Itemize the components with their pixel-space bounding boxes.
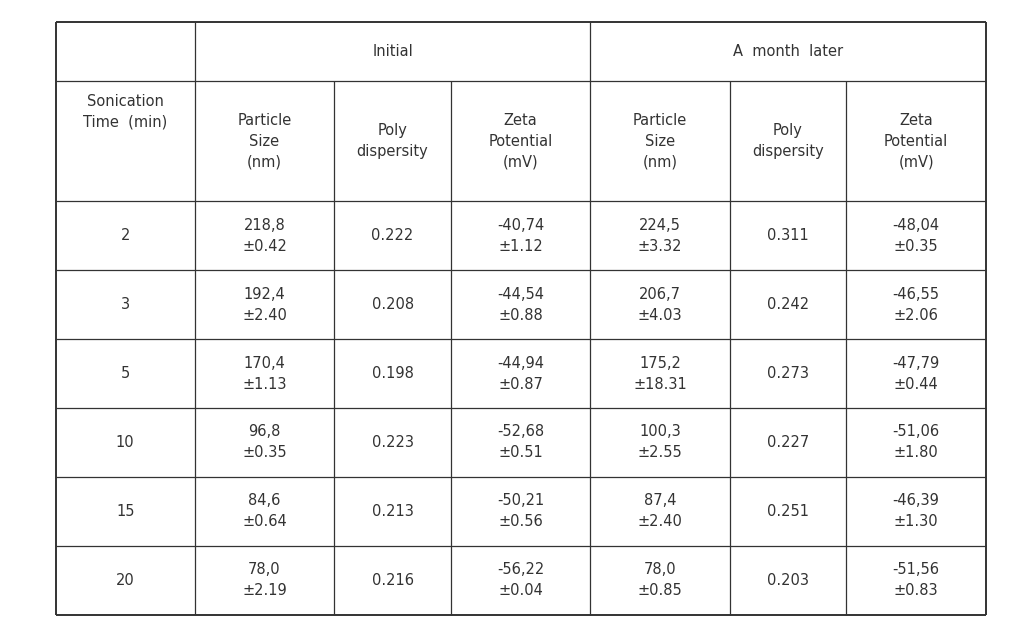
Text: Poly
dispersity: Poly dispersity xyxy=(752,123,824,159)
Text: 0.223: 0.223 xyxy=(372,435,413,450)
Text: A  month  later: A month later xyxy=(733,44,843,59)
Text: 0.216: 0.216 xyxy=(372,573,413,588)
Text: 0.213: 0.213 xyxy=(372,504,413,519)
Text: 10: 10 xyxy=(116,435,134,450)
Text: -46,55
±2.06: -46,55 ±2.06 xyxy=(893,287,939,323)
Text: 0.222: 0.222 xyxy=(371,228,413,243)
Text: Zeta
Potential
(mV): Zeta Potential (mV) xyxy=(488,113,553,169)
Text: -44,94
±0.87: -44,94 ±0.87 xyxy=(497,355,544,392)
Text: 5: 5 xyxy=(120,366,129,381)
Text: 84,6
±0.64: 84,6 ±0.64 xyxy=(242,494,287,529)
Text: Poly
dispersity: Poly dispersity xyxy=(357,123,429,159)
Text: Particle
Size
(nm): Particle Size (nm) xyxy=(633,113,687,169)
Text: Initial: Initial xyxy=(372,44,412,59)
Text: -56,22
±0.04: -56,22 ±0.04 xyxy=(497,562,544,598)
Text: -52,68
±0.51: -52,68 ±0.51 xyxy=(497,424,544,461)
Text: -46,39
±1.30: -46,39 ±1.30 xyxy=(893,494,939,529)
Text: 192,4
±2.40: 192,4 ±2.40 xyxy=(242,287,287,323)
Text: 0.311: 0.311 xyxy=(767,228,809,243)
Text: 218,8
±0.42: 218,8 ±0.42 xyxy=(242,218,287,254)
Text: 78,0
±2.19: 78,0 ±2.19 xyxy=(242,562,287,598)
Text: -47,79
±0.44: -47,79 ±0.44 xyxy=(893,355,940,392)
Text: -51,06
±1.80: -51,06 ±1.80 xyxy=(893,424,939,461)
Text: 78,0
±0.85: 78,0 ±0.85 xyxy=(638,562,682,598)
Text: 0.227: 0.227 xyxy=(767,435,809,450)
Text: 0.242: 0.242 xyxy=(767,297,809,312)
Text: Sonication
Time  (min): Sonication Time (min) xyxy=(83,94,168,130)
Text: 224,5
±3.32: 224,5 ±3.32 xyxy=(638,218,682,254)
Text: 20: 20 xyxy=(116,573,134,588)
Text: -44,54
±0.88: -44,54 ±0.88 xyxy=(497,287,544,323)
Text: 0.273: 0.273 xyxy=(767,366,809,381)
Text: 175,2
±18.31: 175,2 ±18.31 xyxy=(633,355,686,392)
Text: 170,4
±1.13: 170,4 ±1.13 xyxy=(243,355,287,392)
Text: 15: 15 xyxy=(116,504,134,519)
Text: 100,3
±2.55: 100,3 ±2.55 xyxy=(638,424,682,461)
Text: 0.251: 0.251 xyxy=(767,504,809,519)
Text: 0.203: 0.203 xyxy=(767,573,809,588)
Text: 206,7
±4.03: 206,7 ±4.03 xyxy=(638,287,682,323)
Text: 96,8
±0.35: 96,8 ±0.35 xyxy=(243,424,287,461)
Text: 0.198: 0.198 xyxy=(372,366,413,381)
Text: -48,04
±0.35: -48,04 ±0.35 xyxy=(893,218,939,254)
Text: 2: 2 xyxy=(120,228,129,243)
Text: Particle
Size
(nm): Particle Size (nm) xyxy=(238,113,291,169)
Text: -51,56
±0.83: -51,56 ±0.83 xyxy=(893,562,939,598)
Text: -40,74
±1.12: -40,74 ±1.12 xyxy=(497,218,544,254)
Text: 0.208: 0.208 xyxy=(371,297,413,312)
Text: 3: 3 xyxy=(120,297,129,312)
Text: Zeta
Potential
(mV): Zeta Potential (mV) xyxy=(884,113,948,169)
Text: 87,4
±2.40: 87,4 ±2.40 xyxy=(638,494,682,529)
Text: -50,21
±0.56: -50,21 ±0.56 xyxy=(497,494,544,529)
